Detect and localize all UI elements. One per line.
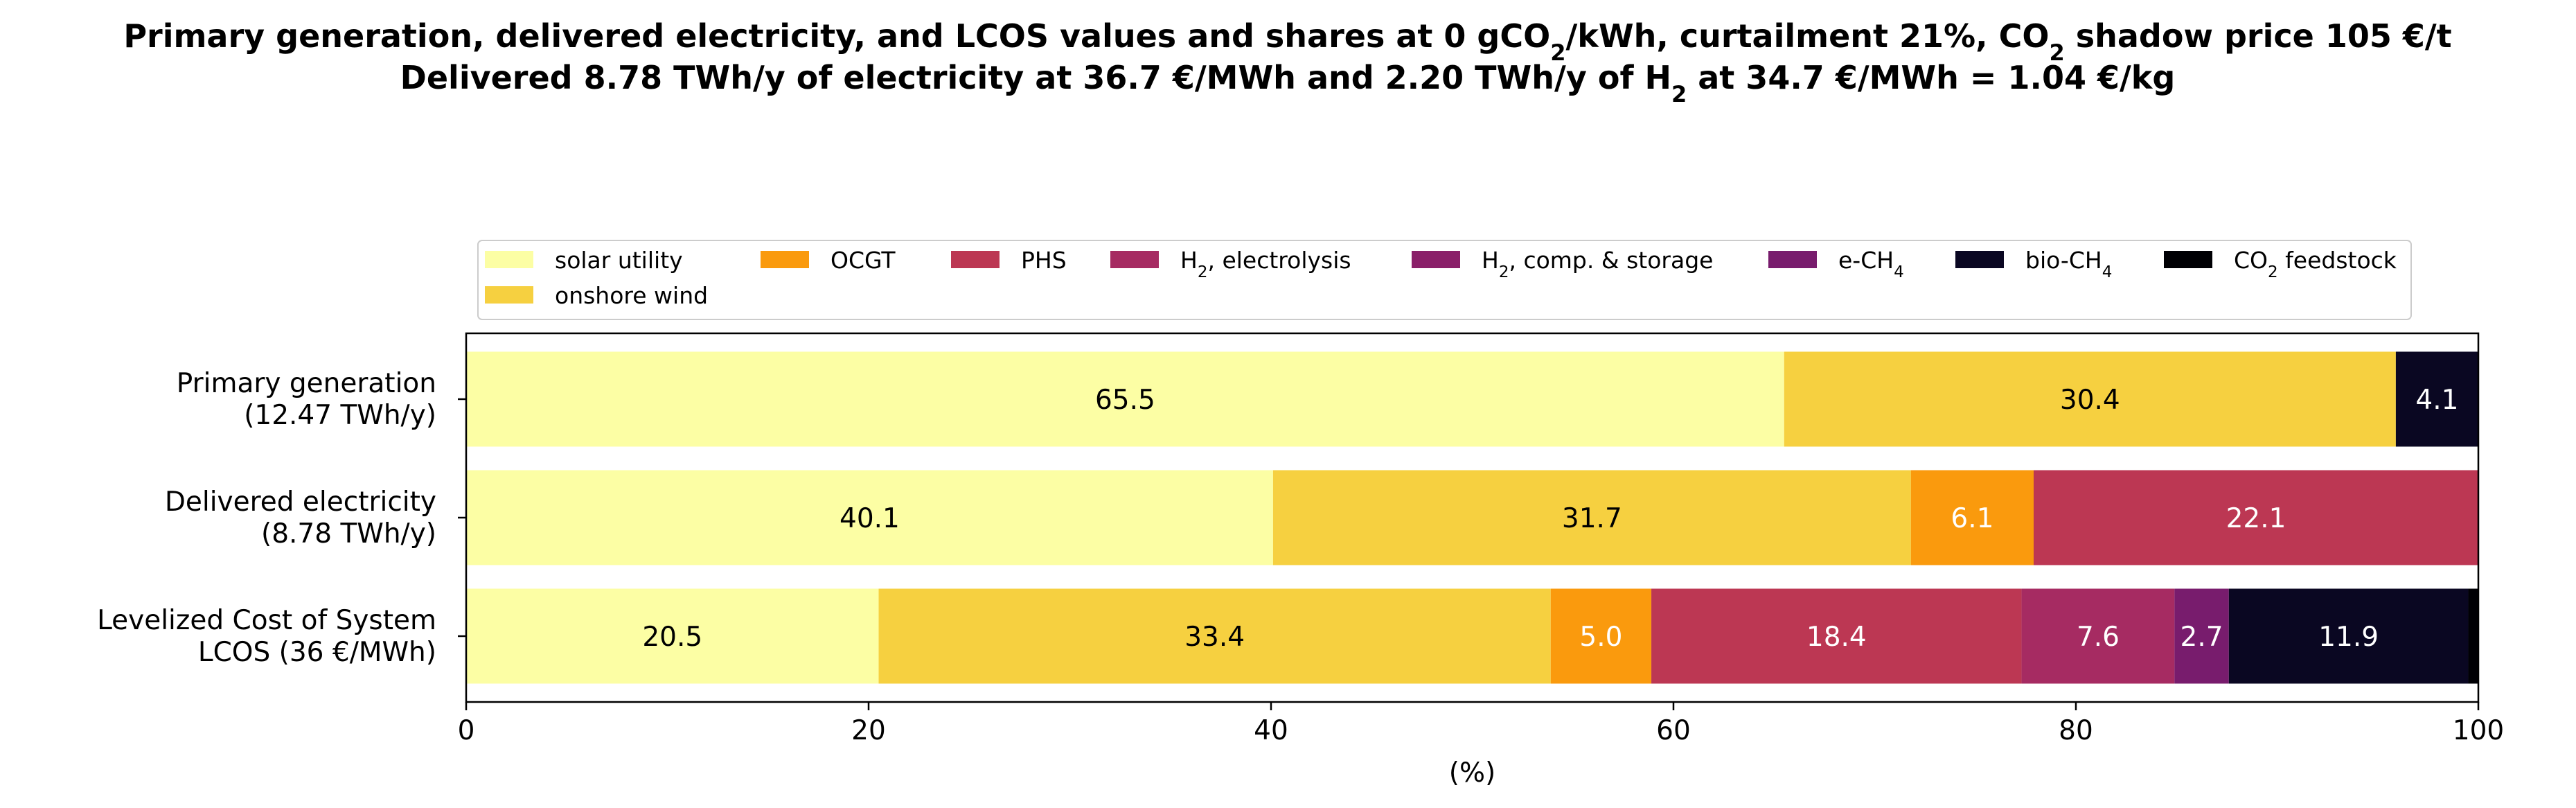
x-tick-label: 0 — [458, 715, 475, 746]
bar-segment — [1784, 351, 2396, 447]
y-tick-label: Primary generation — [177, 368, 436, 399]
plot-frame — [465, 332, 2480, 703]
bar-segment — [466, 351, 1784, 447]
bar-segment — [1910, 470, 2034, 565]
bar-segment — [1550, 588, 1652, 684]
x-axis: 0 20 40 60 80 100 (%) — [458, 702, 2504, 789]
chart-title-line-2: Delivered 8.78 TWh/y of electricity at 3… — [400, 59, 2176, 107]
legend-label: bio-CH4 — [2025, 247, 2112, 281]
bar-segment — [2395, 351, 2478, 447]
bar-value-label: 33.4 — [1184, 622, 1245, 653]
y-tick-label: Delivered electricity — [165, 486, 436, 518]
bar-value-label: 6.1 — [1951, 503, 1993, 534]
y-tick-label: (8.78 TWh/y) — [261, 518, 436, 550]
legend-label: CO2 feedstock — [2234, 247, 2397, 281]
legend-label: solar utility — [555, 247, 683, 274]
bar-value-label: 11.9 — [2318, 622, 2379, 653]
x-axis-label: (%) — [1449, 757, 1496, 789]
legend-swatch — [2164, 251, 2212, 268]
y-tick-label: Levelized Cost of System — [97, 605, 436, 636]
bar-value-label: 4.1 — [2415, 385, 2458, 416]
y-tick-label: LCOS (36 €/MWh) — [198, 637, 436, 668]
bar-value-label: 30.4 — [2060, 385, 2120, 416]
bar-segment — [2228, 588, 2469, 684]
legend-swatch — [1955, 251, 2004, 268]
legend-swatch — [485, 251, 533, 268]
legend-swatch — [1768, 251, 1817, 268]
bar-segment — [466, 588, 879, 684]
x-tick-label: 80 — [2059, 715, 2093, 746]
bars: 65.5 30.4 4.1 40.1 31.7 6.1 22.1 20.5 33.4 5.0 18.… — [466, 351, 2478, 684]
bar-segment — [2468, 588, 2478, 684]
bar-value-label: 31.7 — [1562, 503, 1622, 534]
x-tick-label: 20 — [851, 715, 886, 746]
bar-segment — [2021, 588, 2175, 684]
legend-swatch — [1110, 251, 1159, 268]
x-tick-label: 100 — [2453, 715, 2504, 746]
bar-value-label: 40.1 — [840, 503, 900, 534]
bar-value-label: 65.5 — [1095, 385, 1155, 416]
legend: solar utility OCGT PHS H2, electrolysis H2, … — [477, 240, 2412, 320]
legend-label: e-CH4 — [1838, 247, 1904, 281]
legend-swatch — [951, 251, 1000, 268]
legend-label: H2, comp. & storage — [1482, 247, 1713, 281]
bar-segment — [466, 470, 1273, 565]
x-tick-label: 40 — [1254, 715, 1288, 746]
chart-title: Primary generation, delivered electricit… — [123, 17, 2451, 107]
chart-title-line-1: Primary generation, delivered electricit… — [123, 17, 2451, 66]
bar-value-label: 5.0 — [1579, 622, 1622, 653]
bar-segment — [878, 588, 1551, 684]
legend-label: PHS — [1021, 247, 1067, 274]
y-tick-label: (12.47 TWh/y) — [244, 400, 436, 431]
legend-swatch — [1412, 251, 1460, 268]
y-axis: Primary generation(12.47 TWh/y) Delivered… — [97, 368, 466, 668]
legend-label: OCGT — [830, 247, 896, 274]
bar-value-label: 7.6 — [2077, 622, 2120, 653]
bar-segment — [1272, 470, 1911, 565]
legend-label: H2, electrolysis — [1180, 247, 1351, 281]
bar-segment — [1651, 588, 2022, 684]
legend-swatch — [761, 251, 809, 268]
legend-swatch — [485, 286, 533, 304]
bar-value-label: 20.5 — [642, 622, 702, 653]
x-tick-label: 60 — [1656, 715, 1691, 746]
bar-segment — [2033, 470, 2478, 565]
bar-value-label: 18.4 — [1806, 622, 1867, 653]
bar-segment — [2174, 588, 2229, 684]
bar-value-label: 2.7 — [2180, 622, 2223, 653]
legend-label: onshore wind — [555, 282, 708, 309]
bar-value-label: 22.1 — [2226, 503, 2286, 534]
